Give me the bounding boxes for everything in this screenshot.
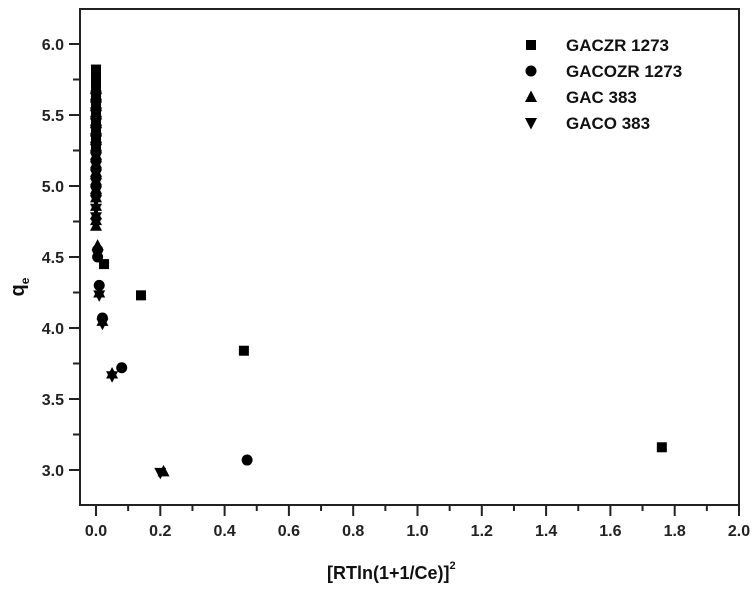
triangle-down-marker-icon bbox=[90, 118, 102, 131]
triangle-down-marker-icon bbox=[154, 467, 167, 480]
circle-marker-icon bbox=[241, 454, 253, 466]
triangle-down-marker-icon bbox=[90, 178, 102, 190]
triangle-down-marker-icon bbox=[90, 195, 102, 207]
x-tick-label: 1.8 bbox=[664, 523, 686, 540]
x-tick-label: 1.2 bbox=[471, 523, 493, 540]
y-tick-label: 3.0 bbox=[42, 463, 64, 480]
triangle-down-marker-icon bbox=[90, 186, 102, 199]
x-tick-label: 1.6 bbox=[599, 523, 621, 540]
triangle-down-marker-icon bbox=[93, 290, 106, 302]
triangle-up-marker-icon bbox=[91, 239, 104, 251]
x-tick-label: 1.0 bbox=[406, 523, 428, 540]
triangle-down-marker-icon bbox=[90, 127, 102, 139]
legend-item-label: GACZR 1273 bbox=[566, 36, 669, 55]
triangle-down-marker-icon bbox=[90, 110, 102, 122]
y-tick-label: 5.5 bbox=[42, 108, 64, 125]
triangle-down-marker-icon bbox=[90, 101, 102, 113]
legend-item-label: GACO 383 bbox=[566, 114, 650, 133]
x-axis-title: [RTln(1+1/Ce)]2 bbox=[327, 560, 456, 583]
triangle-down-marker-icon bbox=[525, 118, 537, 130]
y-tick-label: 4.0 bbox=[42, 321, 64, 338]
x-tick-label: 0.0 bbox=[85, 523, 107, 540]
triangle-down-marker-icon bbox=[90, 161, 102, 173]
x-tick-label: 0.4 bbox=[213, 523, 235, 540]
data-points bbox=[90, 64, 667, 480]
y-axis-title: qe bbox=[7, 277, 32, 296]
x-tick-label: 1.4 bbox=[535, 523, 557, 540]
circle-marker-icon bbox=[525, 65, 537, 77]
y-tick-label: 5.0 bbox=[42, 179, 64, 196]
triangle-down-marker-icon bbox=[90, 169, 102, 182]
square-marker-icon bbox=[99, 259, 110, 270]
x-tick-label: 0.6 bbox=[278, 523, 300, 540]
square-marker-icon bbox=[238, 345, 249, 356]
square-marker-icon bbox=[91, 70, 101, 81]
legend: GACZR 1273 GACOZR 1273 GAC 383 GACO 383 bbox=[525, 36, 682, 133]
legend-item-label: GAC 383 bbox=[566, 88, 637, 107]
x-axis: 0.0 0.2 0.4 0.6 0.8 1.0 1.2 1.4 1.6 1.8 2.0 bbox=[85, 505, 750, 540]
x-tick-label: 0.8 bbox=[342, 523, 364, 540]
triangle-down-marker-icon bbox=[96, 318, 109, 331]
plot-frame bbox=[79, 8, 740, 506]
square-marker-icon bbox=[91, 81, 101, 92]
y-tick-label: 3.5 bbox=[42, 392, 64, 409]
x-tick-label: 2.0 bbox=[728, 523, 750, 540]
circle-marker-icon bbox=[93, 279, 105, 291]
triangle-down-marker-icon bbox=[90, 203, 102, 216]
triangle-down-marker-icon bbox=[91, 249, 104, 261]
square-marker-icon bbox=[656, 442, 667, 453]
y-tick-label: 6.0 bbox=[42, 37, 64, 54]
square-marker-icon bbox=[91, 64, 101, 75]
circle-marker-icon bbox=[116, 362, 128, 374]
square-marker-icon bbox=[91, 75, 101, 86]
triangle-down-marker-icon bbox=[106, 371, 119, 383]
triangle-down-marker-icon bbox=[90, 135, 102, 148]
x-tick-label: 0.2 bbox=[149, 523, 171, 540]
square-marker-icon bbox=[136, 290, 147, 301]
legend-item-label: GACOZR 1273 bbox=[566, 62, 682, 81]
y-tick-label: 4.5 bbox=[42, 250, 64, 267]
triangle-down-marker-icon bbox=[90, 217, 102, 230]
y-axis: 3.0 3.5 4.0 4.5 5.0 5.5 6.0 bbox=[42, 37, 80, 480]
triangle-down-marker-icon bbox=[90, 144, 102, 156]
triangle-up-marker-icon bbox=[525, 90, 537, 102]
triangle-down-marker-icon bbox=[90, 92, 102, 105]
triangle-down-marker-icon bbox=[90, 152, 102, 165]
square-marker-icon bbox=[526, 40, 536, 50]
